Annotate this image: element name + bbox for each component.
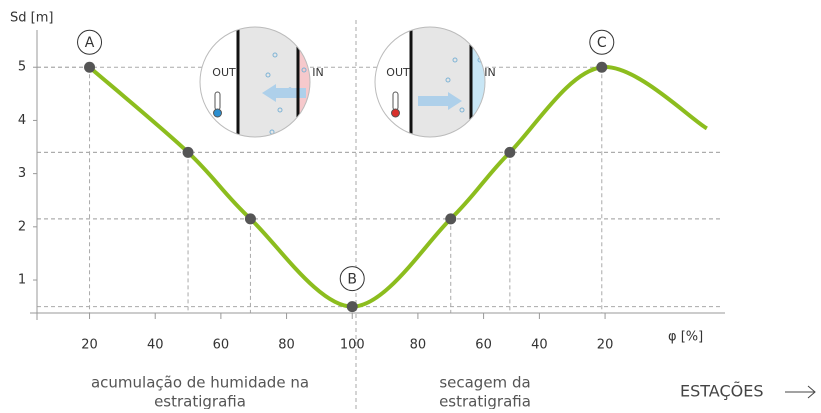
seasons-label: ESTAÇÕES: [680, 382, 764, 401]
y-tick-label: 3: [18, 166, 26, 181]
curve: [88, 65, 708, 309]
caption: acumulação de humidade na: [91, 374, 309, 392]
y-tick-label: 4: [18, 113, 26, 128]
x-tick-label: 80: [410, 338, 427, 353]
x-tick-label: 40: [531, 338, 548, 353]
point: [84, 61, 96, 73]
point-badge: [589, 29, 615, 55]
inset-left: OUT IN: [199, 26, 324, 138]
point: [596, 61, 608, 73]
point-label: C: [597, 35, 607, 51]
caption: secagem da: [439, 374, 530, 392]
x-tick-label: 80: [278, 338, 295, 353]
x-tick-label: 60: [213, 338, 230, 353]
point: [346, 301, 358, 313]
point: [244, 213, 256, 225]
point: [182, 146, 194, 158]
point: [504, 146, 516, 158]
y-axis-label: Sd [m]: [10, 11, 53, 26]
y-tick-label: 2: [18, 219, 26, 234]
x-tick-label: 20: [81, 338, 98, 353]
y-tick-label: 5: [18, 60, 26, 75]
arrow: [785, 385, 816, 399]
caption: estratigrafia: [154, 393, 246, 410]
inset-label: OUT: [212, 66, 236, 79]
caption: estratigrafia: [439, 393, 531, 410]
inset-label: OUT: [386, 66, 410, 79]
x-tick-label: 100: [340, 338, 365, 353]
point-label: A: [85, 35, 95, 51]
x-tick-label: 60: [475, 338, 492, 353]
inset-right: OUT IN: [374, 26, 496, 138]
x-tick-label: 20: [597, 338, 614, 353]
inset-label: IN: [312, 66, 323, 79]
point: [445, 213, 457, 225]
point-badge: [77, 29, 103, 55]
x-tick-label: 40: [147, 338, 164, 353]
point-badge: [339, 266, 365, 292]
inset-label: IN: [484, 66, 495, 79]
y-tick-label: 1: [18, 273, 26, 288]
x-axis-label: φ [%]: [668, 330, 703, 345]
point-label: B: [347, 272, 357, 288]
